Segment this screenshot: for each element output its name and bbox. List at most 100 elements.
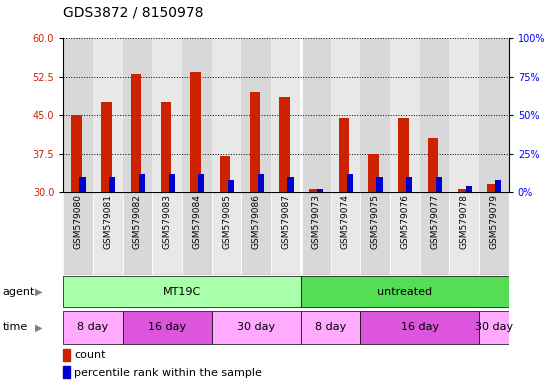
- Bar: [465, 186, 472, 192]
- Bar: [79, 177, 86, 192]
- Text: GSM579085: GSM579085: [222, 194, 231, 250]
- Bar: [420, 38, 449, 192]
- Bar: [301, 276, 509, 307]
- Bar: [93, 192, 123, 275]
- Bar: [368, 154, 379, 192]
- Bar: [93, 38, 123, 192]
- Text: GSM579086: GSM579086: [252, 194, 261, 250]
- Bar: [360, 38, 390, 192]
- Bar: [479, 38, 509, 192]
- Bar: [198, 174, 205, 192]
- Text: untreated: untreated: [377, 287, 432, 297]
- Bar: [220, 156, 230, 192]
- Bar: [190, 72, 201, 192]
- Text: agent: agent: [3, 287, 35, 297]
- Text: GSM579077: GSM579077: [430, 194, 439, 250]
- Text: GSM579083: GSM579083: [163, 194, 172, 250]
- Text: 30 day: 30 day: [237, 322, 276, 333]
- Bar: [109, 177, 116, 192]
- Text: GSM579074: GSM579074: [341, 194, 350, 249]
- Bar: [152, 192, 182, 275]
- Bar: [161, 103, 171, 192]
- Bar: [309, 189, 320, 192]
- Text: GSM579080: GSM579080: [74, 194, 82, 250]
- Bar: [271, 38, 301, 192]
- Bar: [101, 103, 112, 192]
- Bar: [458, 189, 468, 192]
- Bar: [495, 180, 502, 192]
- Text: 16 day: 16 day: [400, 322, 439, 333]
- Bar: [168, 174, 175, 192]
- Text: GSM579073: GSM579073: [311, 194, 320, 250]
- Bar: [428, 138, 438, 192]
- Bar: [63, 311, 123, 344]
- Bar: [339, 118, 349, 192]
- Bar: [63, 366, 70, 379]
- Bar: [390, 192, 420, 275]
- Text: 30 day: 30 day: [475, 322, 513, 333]
- Bar: [479, 192, 509, 275]
- Bar: [72, 115, 82, 192]
- Bar: [420, 192, 449, 275]
- Bar: [487, 184, 498, 192]
- Bar: [123, 311, 212, 344]
- Bar: [301, 38, 331, 192]
- Bar: [390, 38, 420, 192]
- Bar: [301, 192, 331, 275]
- Bar: [331, 192, 360, 275]
- Bar: [406, 177, 412, 192]
- Bar: [479, 311, 509, 344]
- Bar: [436, 177, 442, 192]
- Text: ▶: ▶: [35, 322, 42, 333]
- Bar: [250, 92, 260, 192]
- Bar: [301, 311, 360, 344]
- Bar: [63, 192, 93, 275]
- Bar: [63, 276, 301, 307]
- Bar: [182, 192, 212, 275]
- Bar: [241, 38, 271, 192]
- Bar: [228, 180, 234, 192]
- Bar: [63, 349, 70, 361]
- Text: GDS3872 / 8150978: GDS3872 / 8150978: [63, 5, 204, 19]
- Text: percentile rank within the sample: percentile rank within the sample: [74, 367, 262, 377]
- Text: GSM579084: GSM579084: [192, 194, 201, 249]
- Bar: [360, 192, 390, 275]
- Bar: [279, 97, 290, 192]
- Bar: [331, 38, 360, 192]
- Text: GSM579087: GSM579087: [282, 194, 290, 250]
- Text: GSM579079: GSM579079: [490, 194, 498, 250]
- Text: time: time: [3, 322, 28, 333]
- Bar: [241, 192, 271, 275]
- Text: GSM579075: GSM579075: [371, 194, 380, 250]
- Text: GSM579076: GSM579076: [400, 194, 409, 250]
- Text: GSM579078: GSM579078: [460, 194, 469, 250]
- Text: 8 day: 8 day: [78, 322, 108, 333]
- Text: GSM579082: GSM579082: [133, 194, 142, 249]
- Bar: [346, 174, 353, 192]
- Bar: [257, 174, 264, 192]
- Text: ▶: ▶: [35, 287, 42, 297]
- Bar: [131, 74, 141, 192]
- Bar: [317, 189, 323, 192]
- Bar: [123, 38, 152, 192]
- Bar: [212, 38, 241, 192]
- Bar: [123, 192, 152, 275]
- Bar: [449, 192, 479, 275]
- Bar: [182, 38, 212, 192]
- Bar: [287, 177, 294, 192]
- Bar: [449, 38, 479, 192]
- Bar: [152, 38, 182, 192]
- Text: count: count: [74, 350, 106, 360]
- Bar: [212, 192, 241, 275]
- Text: 16 day: 16 day: [148, 322, 186, 333]
- Bar: [271, 192, 301, 275]
- Bar: [360, 311, 479, 344]
- Bar: [63, 38, 93, 192]
- Text: 8 day: 8 day: [315, 322, 346, 333]
- Text: GSM579081: GSM579081: [103, 194, 112, 250]
- Bar: [139, 174, 145, 192]
- Bar: [398, 118, 409, 192]
- Bar: [212, 311, 301, 344]
- Text: MT19C: MT19C: [163, 287, 201, 297]
- Bar: [376, 177, 383, 192]
